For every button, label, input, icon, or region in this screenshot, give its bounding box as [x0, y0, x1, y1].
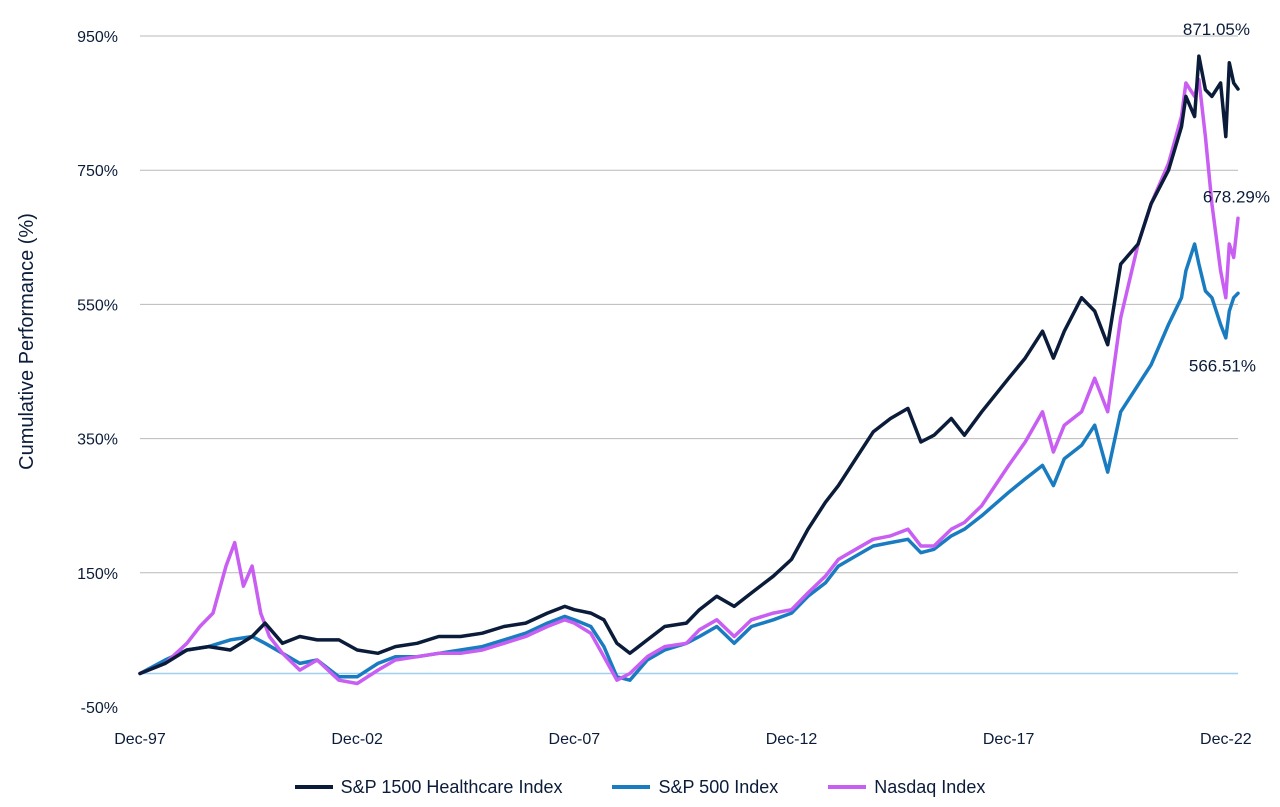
y-tick-label: 750%	[77, 163, 118, 180]
legend-item-sp500: S&P 500 Index	[612, 777, 778, 798]
cumulative-performance-chart: -50% 150% 350% 550% 750% 950% Dec-97 Dec-02 Dec-…	[16, 20, 1270, 748]
legend-swatch-healthcare	[294, 785, 333, 789]
annotation-nasdaq-end: 678.29%	[1203, 187, 1270, 206]
x-tick-label: Dec-07	[549, 731, 601, 748]
y-tick-label: 550%	[77, 297, 118, 314]
legend-item-healthcare: S&P 1500 Healthcare Index	[294, 776, 563, 798]
y-axis-label: Cumulative Performance (%)	[16, 213, 38, 470]
x-tick-label: Dec-12	[766, 731, 818, 748]
x-tick-label: Dec-97	[114, 731, 166, 748]
y-tick-label: -50%	[81, 700, 118, 717]
y-tick-label: 950%	[77, 29, 118, 46]
annotation-sp500-end: 566.51%	[1189, 356, 1256, 375]
legend-swatch-nasdaq	[828, 785, 867, 789]
series-line-sp500	[138, 242, 1240, 682]
legend-label-healthcare: S&P 1500 Healthcare Index	[340, 776, 563, 797]
legend-label-nasdaq: Nasdaq Index	[874, 776, 986, 797]
y-tick-label: 150%	[77, 566, 118, 583]
legend-label-sp500: S&P 500 Index	[658, 776, 779, 797]
x-tick-label: Dec-17	[983, 731, 1035, 748]
legend-swatch-sp500	[612, 785, 651, 789]
annotation-healthcare-end: 871.05%	[1183, 20, 1250, 39]
x-tick-label: Dec-02	[331, 731, 383, 748]
series-line-healthcare	[138, 54, 1240, 676]
legend-item-nasdaq: Nasdaq Index	[828, 777, 985, 798]
x-tick-label: Dec-22	[1200, 731, 1252, 748]
y-tick-label: 350%	[77, 432, 118, 449]
chart-legend: S&P 1500 Healthcare Index S&P 500 Index …	[0, 772, 1280, 802]
